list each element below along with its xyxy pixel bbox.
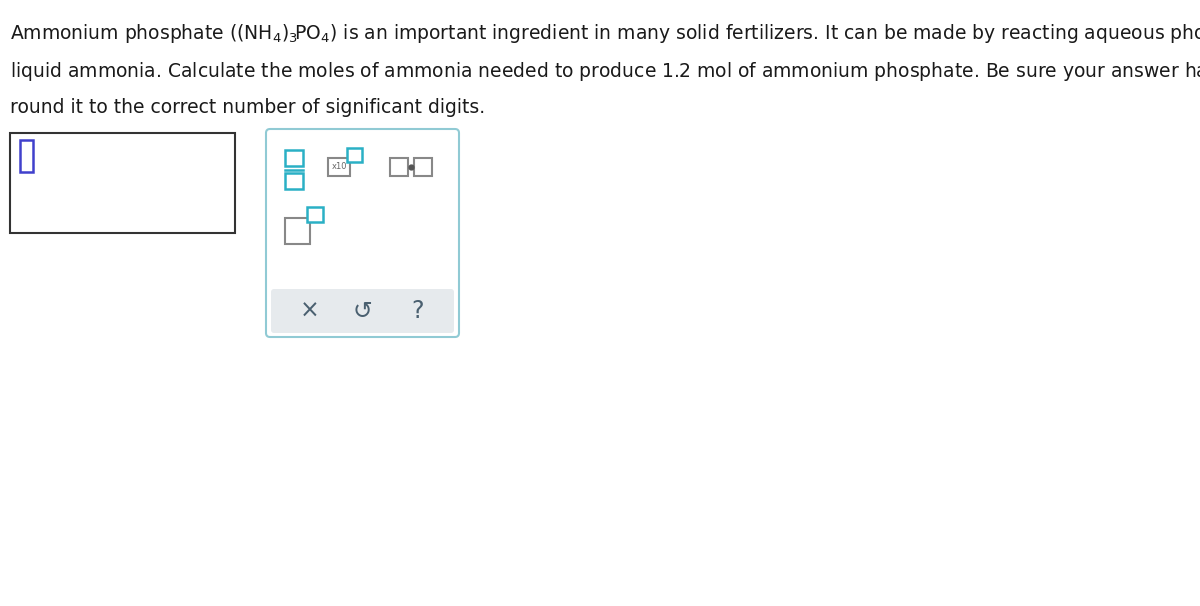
Bar: [307, 207, 323, 222]
Text: round it to the correct number of significant digits.: round it to the correct number of signif…: [10, 98, 485, 117]
Bar: [328, 158, 350, 176]
Bar: [286, 218, 310, 244]
Bar: [10, 133, 235, 233]
FancyBboxPatch shape: [266, 129, 458, 337]
Bar: [390, 158, 408, 176]
Text: liquid ammonia. Calculate the moles of ammonia needed to produce $1.2$ mol of am: liquid ammonia. Calculate the moles of a…: [10, 60, 1200, 83]
Text: ?: ?: [412, 299, 425, 323]
Text: x10: x10: [332, 162, 348, 171]
Text: Ammonium phosphate $\left(\left(\mathrm{NH_4}\right)_3\!\mathrm{PO_4}\right)$ is: Ammonium phosphate $\left(\left(\mathrm{…: [10, 22, 1200, 45]
Bar: [414, 158, 432, 176]
Text: ×: ×: [300, 299, 320, 323]
Bar: [286, 173, 302, 189]
Bar: [347, 148, 362, 162]
FancyBboxPatch shape: [271, 289, 454, 333]
Bar: [286, 150, 302, 166]
Bar: [20, 140, 34, 172]
Text: ↺: ↺: [352, 299, 372, 323]
